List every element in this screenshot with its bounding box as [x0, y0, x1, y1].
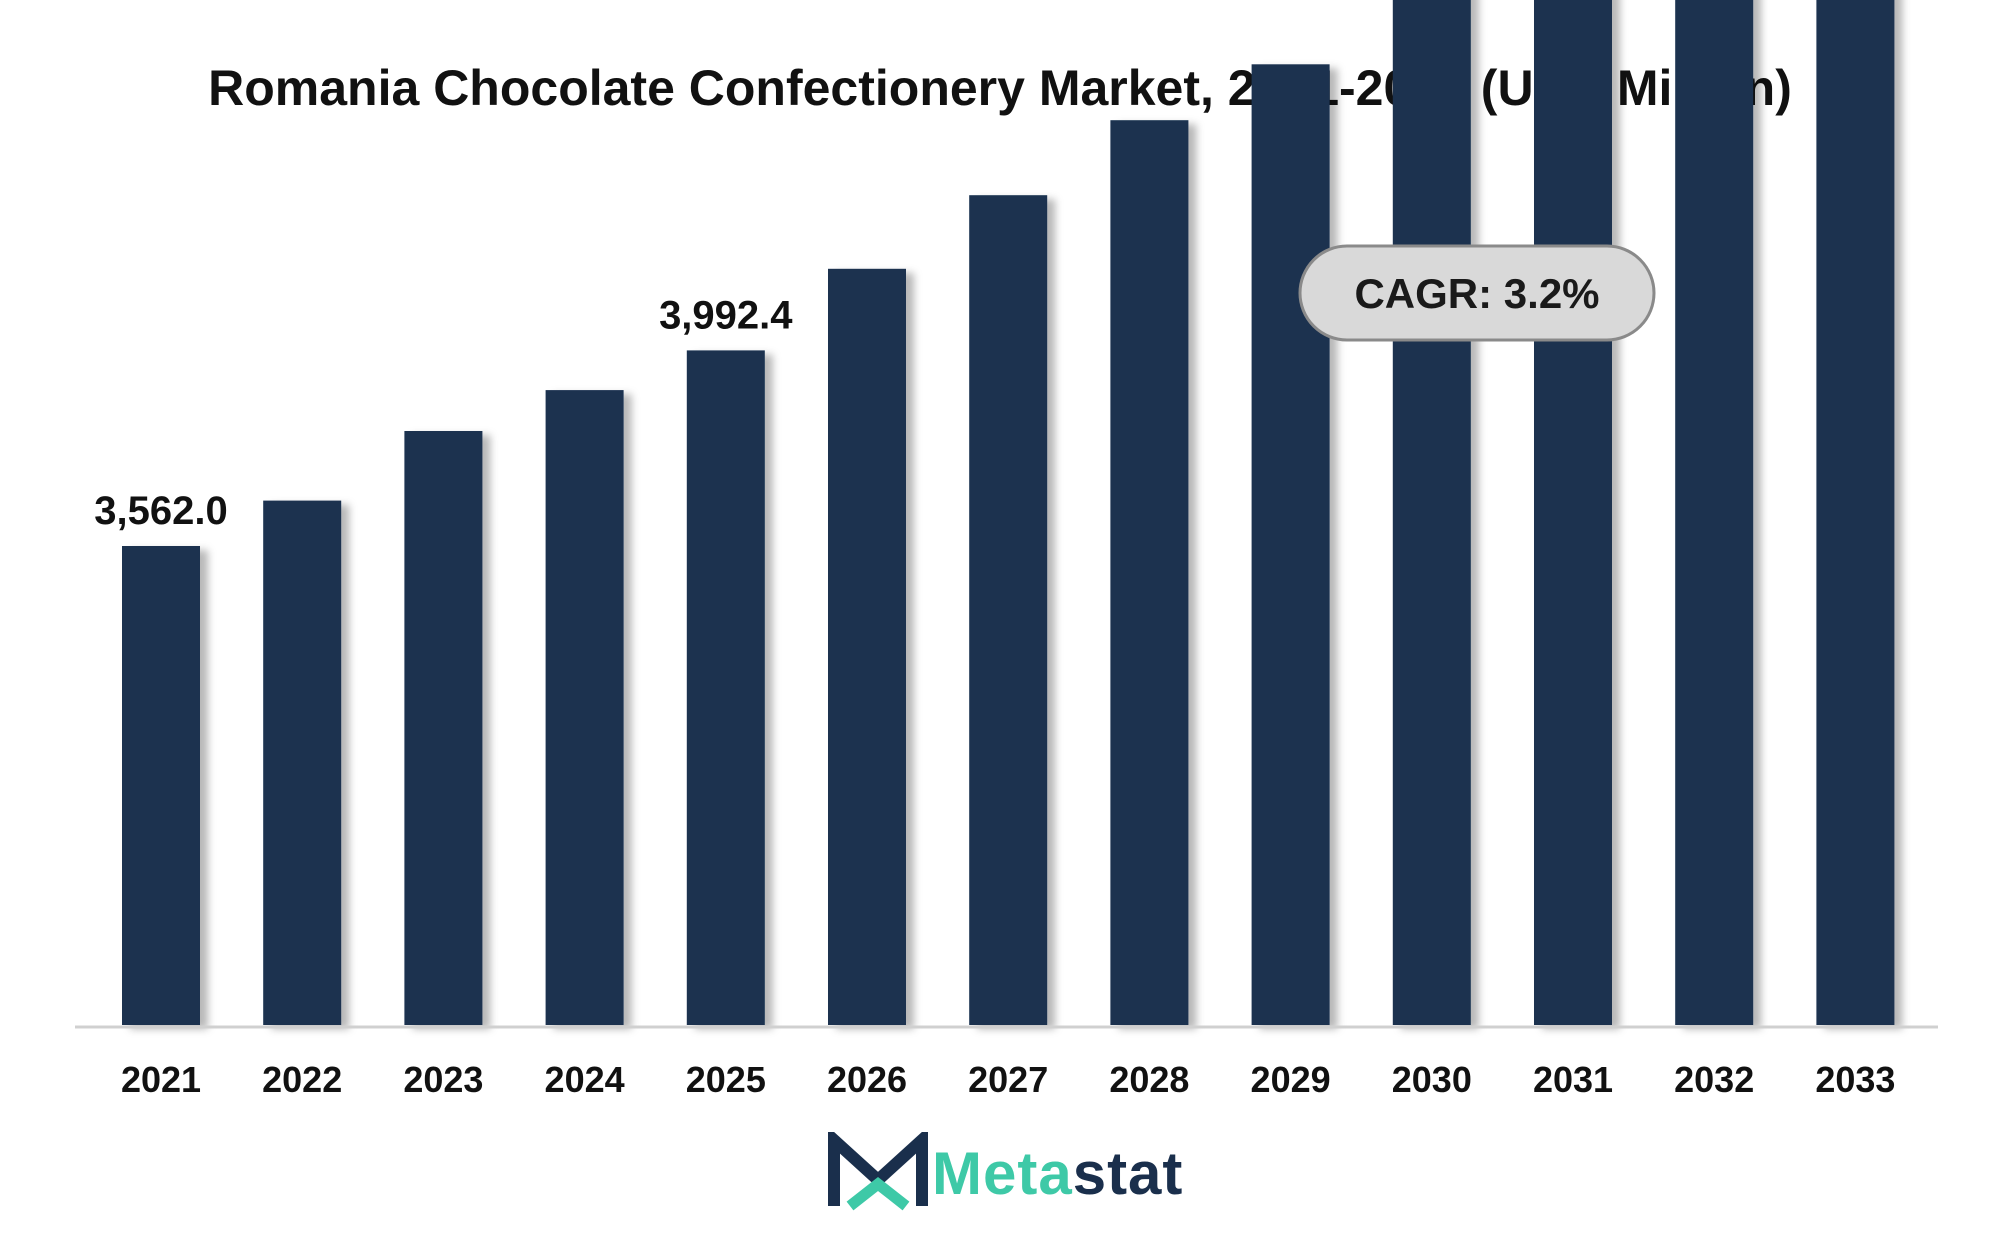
data-label-2021: 3,562.0 — [94, 489, 227, 533]
chart-title: Romania Chocolate Confectionery Market, … — [208, 60, 1792, 116]
x-tick-label-2028: 2028 — [1109, 1059, 1189, 1100]
x-tick-label-2023: 2023 — [403, 1059, 483, 1100]
cagr-callout: CAGR: 3.2% — [1298, 244, 1656, 342]
x-tick-label-2031: 2031 — [1533, 1059, 1613, 1100]
cagr-label: CAGR: 3.2% — [1354, 270, 1599, 317]
bar-2026 — [828, 268, 906, 1025]
bar-2023 — [404, 431, 483, 1025]
bars-layer — [122, 0, 1895, 1026]
x-tick-label-2024: 2024 — [545, 1059, 625, 1100]
logo-text-stat: stat — [1072, 1140, 1184, 1207]
cagr-badge — [1298, 244, 1656, 342]
x-tick-label-2026: 2026 — [827, 1059, 907, 1100]
x-tick-label-2022: 2022 — [262, 1059, 342, 1100]
data-label-2025: 3,992.4 — [659, 293, 793, 337]
x-tick-labels: 2021 2022 2023 2024 2025 2026 2027 2028 2029 2030… — [121, 1059, 1895, 1100]
metastat-logo-text: Metastat — [932, 1134, 1183, 1214]
bar-2031 — [1534, 0, 1612, 1025]
bar-2021 — [122, 546, 200, 1025]
bar-2033 — [1816, 0, 1895, 1026]
bar-2025 — [686, 350, 765, 1025]
x-tick-label-2032: 2032 — [1674, 1059, 1754, 1100]
data-labels: 3,562.03,992.45,138.2 — [94, 293, 793, 533]
x-tick-label-2030: 2030 — [1392, 1059, 1472, 1100]
x-tick-label-2033: 2033 — [1815, 1059, 1895, 1100]
bar-2032 — [1675, 0, 1754, 1026]
x-tick-label-2025: 2025 — [686, 1059, 766, 1100]
metastat-logo-icon — [828, 1132, 928, 1211]
x-tick-label-2027: 2027 — [968, 1059, 1048, 1100]
x-tick-label-2029: 2029 — [1251, 1059, 1331, 1100]
bar-2028 — [1110, 120, 1189, 1025]
logo-text-meta: Meta — [932, 1140, 1073, 1207]
bar-2022 — [263, 500, 342, 1026]
x-tick-label-2021: 2021 — [121, 1059, 201, 1100]
bar-2024 — [545, 390, 624, 1026]
bar-2029 — [1251, 64, 1330, 1026]
bar-2030 — [1392, 0, 1471, 1025]
bar-2027 — [969, 195, 1048, 1025]
